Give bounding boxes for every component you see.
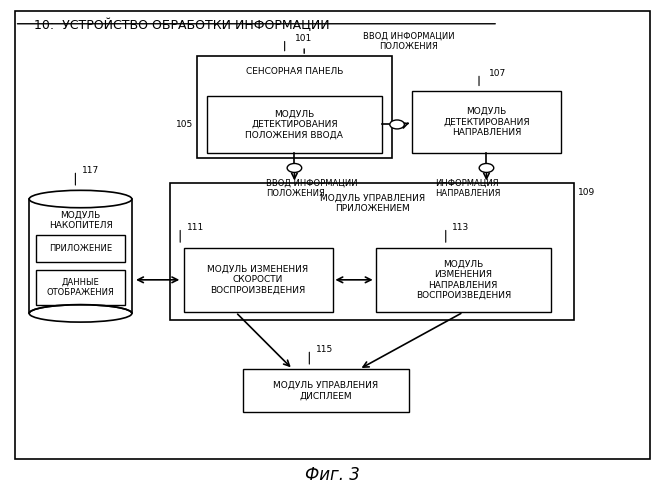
FancyBboxPatch shape [207,96,382,153]
FancyBboxPatch shape [412,91,561,153]
Ellipse shape [390,120,404,129]
Text: ДАННЫЕ
ОТОБРАЖЕНИЯ: ДАННЫЕ ОТОБРАЖЕНИЯ [47,278,114,297]
FancyBboxPatch shape [243,370,409,412]
Text: ВВОД ИНФОРМАЦИИ
ПОЛОЖЕНИЯ: ВВОД ИНФОРМАЦИИ ПОЛОЖЕНИЯ [266,178,358,198]
FancyBboxPatch shape [36,235,125,262]
Text: 10:  УСТРОЙСТВО ОБРАБОТКИ ИНФОРМАЦИИ: 10: УСТРОЙСТВО ОБРАБОТКИ ИНФОРМАЦИИ [35,19,330,32]
Ellipse shape [29,304,132,322]
Text: МОДУЛЬ УПРАВЛЕНИЯ
ДИСПЛЕЕМ: МОДУЛЬ УПРАВЛЕНИЯ ДИСПЛЕЕМ [273,381,378,400]
Text: МОДУЛЬ
ДЕТЕКТИРОВАНИЯ
НАПРАВЛЕНИЯ: МОДУЛЬ ДЕТЕКТИРОВАНИЯ НАПРАВЛЕНИЯ [443,107,530,137]
FancyBboxPatch shape [29,208,132,322]
Text: 105: 105 [176,120,194,129]
Text: ИНФОРМАЦИЯ
НАПРАВЛЕНИЯ: ИНФОРМАЦИЯ НАПРАВЛЕНИЯ [435,178,501,198]
FancyBboxPatch shape [376,248,551,312]
Ellipse shape [479,164,493,172]
Text: ВВОД ИНФОРМАЦИИ
ПОЛОЖЕНИЯ: ВВОД ИНФОРМАЦИИ ПОЛОЖЕНИЯ [363,32,454,51]
Text: 113: 113 [452,223,469,232]
Text: 111: 111 [187,223,204,232]
FancyBboxPatch shape [184,248,332,312]
Text: МОДУЛЬ
ДЕТЕКТИРОВАНИЯ
ПОЛОЖЕНИЯ ВВОДА: МОДУЛЬ ДЕТЕКТИРОВАНИЯ ПОЛОЖЕНИЯ ВВОДА [245,110,343,140]
Text: МОДУЛЬ ИЗМЕНЕНИЯ
СКОРОСТИ
ВОСПРОИЗВЕДЕНИЯ: МОДУЛЬ ИЗМЕНЕНИЯ СКОРОСТИ ВОСПРОИЗВЕДЕНИ… [207,265,309,294]
FancyBboxPatch shape [197,56,392,158]
Text: Фиг. 3: Фиг. 3 [305,466,360,483]
Text: МОДУЛЬ УПРАВЛЕНИЯ
ПРИЛОЖЕНИЕМ: МОДУЛЬ УПРАВЛЕНИЯ ПРИЛОЖЕНИЕМ [320,194,425,213]
Ellipse shape [287,164,302,172]
FancyBboxPatch shape [170,183,574,320]
Text: 115: 115 [316,345,333,354]
Text: 109: 109 [577,188,595,197]
Text: 101: 101 [295,34,312,43]
FancyBboxPatch shape [15,12,650,459]
Text: СЕНСОРНАЯ ПАНЕЛЬ: СЕНСОРНАЯ ПАНЕЛЬ [246,67,343,76]
Text: 117: 117 [82,166,99,175]
Text: МОДУЛЬ
ИЗМЕНЕНИЯ
НАПРАВЛЕНИЯ
ВОСПРОИЗВЕДЕНИЯ: МОДУЛЬ ИЗМЕНЕНИЯ НАПРАВЛЕНИЯ ВОСПРОИЗВЕД… [416,260,511,300]
Text: 107: 107 [489,69,506,78]
Text: ПРИЛОЖЕНИЕ: ПРИЛОЖЕНИЕ [49,244,112,254]
Text: МОДУЛЬ
НАКОПИТЕЛЯ: МОДУЛЬ НАКОПИТЕЛЯ [49,210,112,230]
FancyBboxPatch shape [36,270,125,304]
Ellipse shape [29,190,132,208]
